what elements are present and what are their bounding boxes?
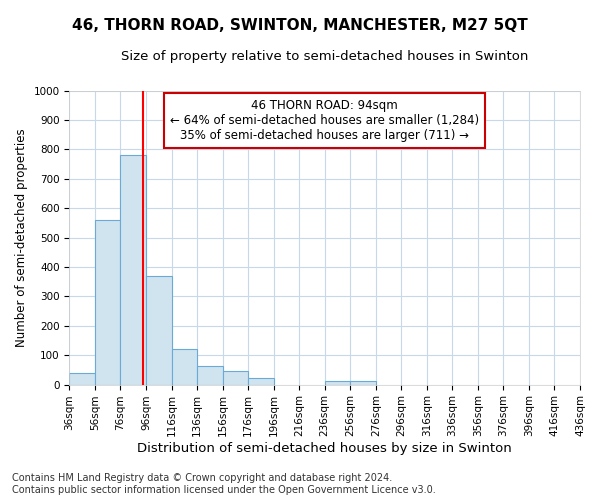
Text: 46, THORN ROAD, SWINTON, MANCHESTER, M27 5QT: 46, THORN ROAD, SWINTON, MANCHESTER, M27… — [72, 18, 528, 32]
Bar — [197, 366, 223, 384]
Bar — [223, 372, 248, 384]
Bar — [172, 350, 197, 384]
Bar — [121, 155, 146, 384]
Text: Contains HM Land Registry data © Crown copyright and database right 2024.
Contai: Contains HM Land Registry data © Crown c… — [12, 474, 436, 495]
Bar — [325, 381, 350, 384]
Bar — [350, 381, 376, 384]
Bar — [70, 373, 95, 384]
Y-axis label: Number of semi-detached properties: Number of semi-detached properties — [15, 128, 28, 347]
Title: Size of property relative to semi-detached houses in Swinton: Size of property relative to semi-detach… — [121, 50, 529, 63]
Bar — [248, 378, 274, 384]
Bar — [95, 220, 121, 384]
Bar — [146, 276, 172, 384]
X-axis label: Distribution of semi-detached houses by size in Swinton: Distribution of semi-detached houses by … — [137, 442, 512, 455]
Text: 46 THORN ROAD: 94sqm
← 64% of semi-detached houses are smaller (1,284)
35% of se: 46 THORN ROAD: 94sqm ← 64% of semi-detac… — [170, 100, 479, 142]
